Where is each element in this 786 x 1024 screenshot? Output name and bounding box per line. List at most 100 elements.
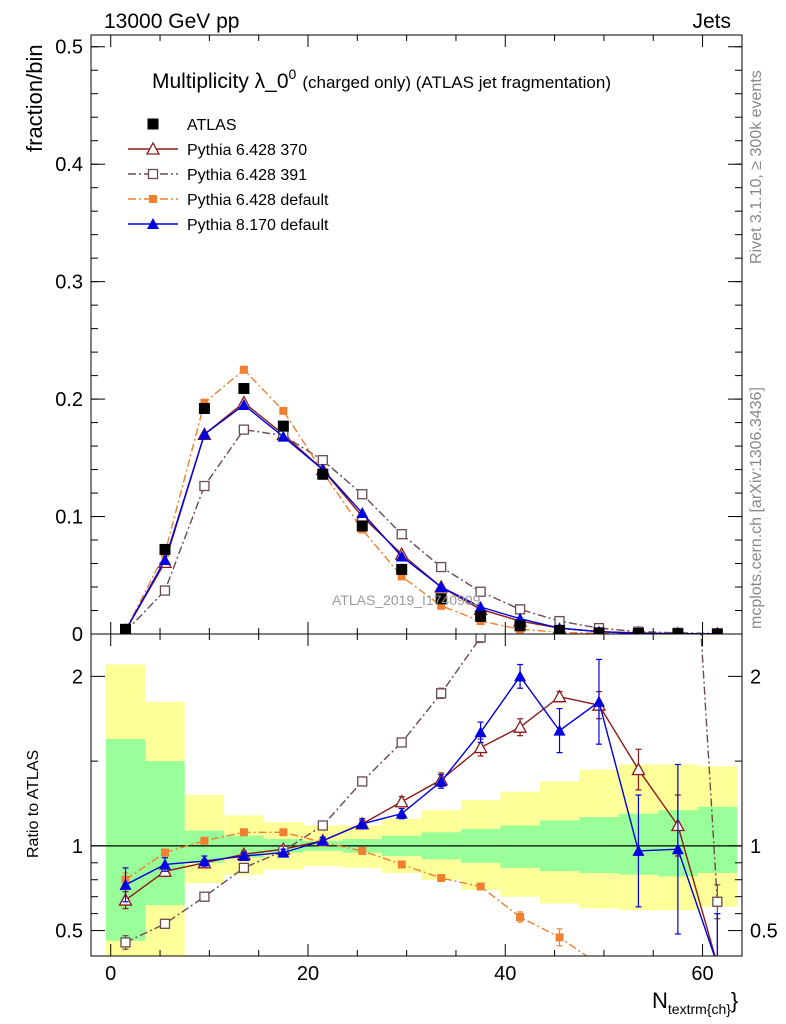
legend-label: Pythia 8.170 default	[187, 217, 329, 234]
data-point-p391	[159, 918, 171, 929]
data-point-p6def	[397, 860, 406, 869]
data-point-p8def	[671, 843, 684, 855]
legend-marker-p391	[147, 168, 159, 180]
legend-item-p391: Pythia 6.428 391	[128, 167, 307, 184]
x-axis-label-end: }	[731, 988, 738, 1013]
data-point-p6def	[239, 828, 248, 837]
data-point-p391	[436, 561, 447, 573]
data-point-p6def	[595, 960, 603, 968]
watermark: ATLAS_2019_I1740909	[332, 592, 481, 608]
data-point-p370	[394, 794, 409, 808]
data-point-p391	[357, 776, 368, 787]
series-line-p8def	[125, 675, 716, 956]
legend-item-p370: Pythia 6.428 370	[128, 141, 307, 159]
data-point-ATLAS	[593, 627, 605, 634]
data-point-p8def	[198, 428, 211, 440]
data-point-p8def	[158, 858, 171, 870]
data-point-p6def	[200, 398, 209, 407]
data-point-p391	[199, 891, 210, 902]
y-tick-label-right: 1	[750, 836, 761, 858]
data-point-p8def	[435, 581, 448, 593]
data-point-p391	[317, 820, 328, 831]
data-point-p391	[238, 424, 250, 435]
data-point-p6def	[516, 913, 525, 922]
x-axis-label-main: N	[652, 988, 668, 1013]
data-point-p391	[199, 480, 210, 492]
legend-label: Pythia 6.428 391	[187, 167, 307, 184]
y-tick-label-right: 2	[750, 666, 761, 688]
data-point-p8def	[474, 726, 487, 738]
series-line-p391	[125, 428, 718, 634]
data-point-p8def	[395, 807, 408, 819]
data-point-ATLAS	[317, 468, 329, 480]
data-point-p6def	[634, 977, 642, 985]
data-point-p6def	[160, 848, 169, 857]
data-point-p370	[631, 762, 646, 776]
header-right: Jets	[692, 10, 731, 33]
data-point-ATLAS	[356, 520, 368, 532]
data-point-p391	[357, 489, 368, 500]
data-point-p391	[238, 862, 250, 874]
legend-item-ATLAS: ATLAS	[147, 117, 237, 134]
series-ATLAS	[120, 383, 723, 634]
data-point-p6def	[437, 874, 446, 883]
uncertainty-band-inner-10	[500, 825, 540, 868]
x-tick-label: 60	[691, 963, 713, 985]
data-point-p8def	[277, 430, 290, 442]
data-point-ATLAS	[198, 402, 210, 414]
data-point-ATLAS	[435, 593, 447, 605]
y-tick-label: 0	[72, 624, 83, 646]
data-point-p370	[512, 719, 528, 733]
data-point-p391	[159, 585, 171, 596]
data-point-p6def	[437, 601, 446, 610]
data-point-p8def	[316, 834, 329, 846]
y-tick-label: 1	[72, 836, 83, 858]
uncertainty-band-inner-3	[224, 835, 264, 858]
legend-label: ATLAS	[187, 117, 237, 134]
data-point-p8def	[356, 817, 369, 829]
legend-marker-ATLAS	[147, 118, 159, 130]
data-point-p391	[475, 634, 486, 643]
legend-label: Pythia 6.428 370	[187, 142, 307, 159]
series-p8def	[119, 658, 721, 956]
chart-title: Multiplicity λ_00 (charged only) (ATLAS j…	[152, 66, 611, 93]
data-point-p391	[396, 529, 407, 540]
data-point-p6def	[200, 836, 209, 845]
bottom-ylabel: Ratio to ATLAS	[25, 750, 42, 858]
y-tick-label: 2	[72, 666, 83, 688]
legend-item-p6def: Pythia 6.428 default	[128, 192, 329, 209]
data-point-p6def	[397, 572, 406, 581]
legend-item-p8def: Pythia 8.170 default	[128, 217, 329, 234]
data-point-ATLAS	[475, 610, 487, 622]
data-point-p8def	[277, 846, 290, 858]
data-point-p8def	[632, 844, 645, 856]
data-point-ATLAS	[672, 628, 684, 634]
side-label-mcplots: mcplots.cern.ch [arXiv:1306.3436]	[748, 387, 765, 629]
series-p391	[120, 634, 723, 950]
data-point-ATLAS	[120, 623, 132, 634]
data-point-p8def	[514, 670, 527, 682]
y-tick-label: 0.1	[55, 507, 83, 529]
data-point-p391	[712, 896, 723, 907]
data-point-p6def	[279, 406, 288, 415]
data-point-p6def	[476, 882, 485, 891]
data-point-p6def	[279, 828, 288, 837]
bottom-panel: 0 20 40 60 0.5 1 2 0.5 1 2 Ratio to ATLAS Ntextrm…	[25, 633, 778, 1017]
data-point-ATLAS	[632, 627, 644, 634]
data-point-ATLAS	[554, 624, 566, 634]
data-point-p8def	[395, 550, 408, 562]
data-point-ATLAS	[277, 420, 289, 432]
y-tick-label: 0.5	[55, 37, 83, 59]
data-point-p8def	[356, 507, 369, 519]
uncertainty-band-inner-0	[105, 739, 146, 941]
bottom-frame	[90, 633, 743, 957]
uncertainty-band-inner-1	[145, 761, 185, 906]
header-left: 13000 GeV pp	[104, 10, 239, 33]
legend: ATLAS Pythia 6.428 370 Pythia 6.428 391 Pyt…	[128, 117, 329, 234]
x-axis-label: Ntextrm{ch}}	[652, 988, 738, 1017]
y-tick-label-right: 0.5	[750, 921, 778, 943]
data-point-p8def	[198, 855, 211, 867]
data-point-p391	[436, 688, 447, 699]
data-point-ATLAS	[514, 620, 526, 632]
series-line-p8def	[124, 404, 718, 634]
